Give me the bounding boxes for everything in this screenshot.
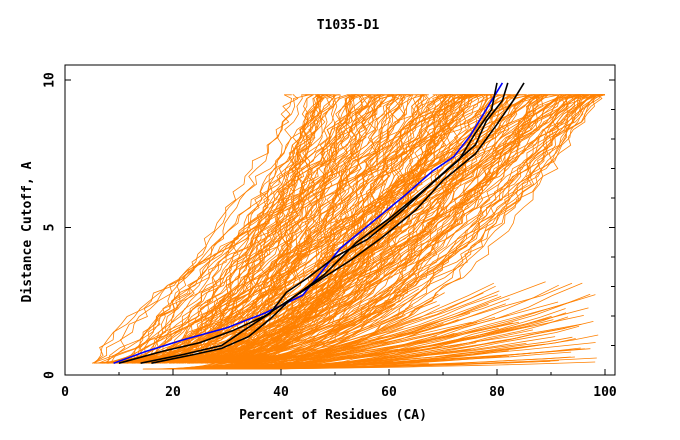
series-line-2 xyxy=(140,82,498,364)
model-curve xyxy=(130,94,489,364)
model-curve xyxy=(94,94,488,364)
model-curve xyxy=(145,94,541,364)
model-curve xyxy=(104,94,452,364)
y-tick-label: 5 xyxy=(43,224,58,232)
model-curve xyxy=(199,307,589,370)
model-curve xyxy=(129,94,581,364)
model-curve xyxy=(126,94,605,364)
model-curve xyxy=(107,94,597,364)
plot-frame xyxy=(64,64,616,376)
x-tick-label: 0 xyxy=(61,385,69,400)
model-curve xyxy=(98,94,547,364)
model-curve xyxy=(143,94,605,364)
model-curve xyxy=(194,94,591,364)
model-curve xyxy=(227,94,604,364)
model-curve xyxy=(107,94,363,364)
model-curve xyxy=(177,94,526,364)
model-curve xyxy=(107,94,586,364)
model-curve xyxy=(93,94,569,364)
model-curve xyxy=(138,94,314,364)
model-curve xyxy=(179,296,502,370)
model-curve xyxy=(153,94,352,364)
chart-title: T1035-D1 xyxy=(317,18,380,33)
model-curve xyxy=(92,94,390,364)
model-curve xyxy=(229,94,425,364)
model-curve xyxy=(181,94,322,364)
model-curve xyxy=(114,94,601,364)
model-curve xyxy=(151,94,519,364)
model-curve xyxy=(130,94,404,364)
model-curve xyxy=(142,321,472,370)
model-curve xyxy=(184,343,527,370)
model-curve xyxy=(157,94,581,364)
model-curve xyxy=(131,94,551,364)
model-curve xyxy=(131,94,386,364)
model-curve xyxy=(180,94,527,364)
y-axis-label: Distance Cutoff, A xyxy=(20,161,35,302)
x-axis: 0 20 40 60 80 100 xyxy=(61,369,617,400)
y-tick-label: 0 xyxy=(43,371,58,379)
model-curve xyxy=(151,94,394,364)
highlighted-model-curves xyxy=(113,82,525,364)
model-curve xyxy=(161,291,409,370)
model-curve xyxy=(248,325,580,370)
model-curve xyxy=(168,94,602,364)
y-axis: 0 5 10 xyxy=(43,72,615,379)
x-axis-label: Percent of Residues (CA) xyxy=(239,408,427,423)
model-curve xyxy=(132,94,299,364)
model-curve xyxy=(120,94,341,364)
x-tick-label: 20 xyxy=(165,385,181,400)
model-curve xyxy=(127,94,534,364)
model-curve xyxy=(164,290,500,370)
series-line-3 xyxy=(151,82,525,364)
model-curve xyxy=(178,94,604,364)
x-tick-label: 100 xyxy=(593,385,617,400)
model-curve xyxy=(182,94,464,364)
model-curve xyxy=(215,94,594,364)
series-line-0 xyxy=(113,82,504,364)
x-tick-label: 40 xyxy=(273,385,289,400)
model-curve xyxy=(146,94,597,364)
model-curve xyxy=(213,94,562,364)
model-curve xyxy=(133,94,380,364)
model-curve xyxy=(109,94,585,364)
x-tick-label: 80 xyxy=(489,385,505,400)
model-curve xyxy=(113,94,587,364)
model-curve xyxy=(243,94,420,364)
model-curve xyxy=(214,94,602,364)
model-curve xyxy=(183,94,600,364)
model-curve xyxy=(96,94,399,364)
model-curve xyxy=(164,94,542,364)
x-tick-label: 60 xyxy=(381,385,397,400)
model-curve xyxy=(180,94,601,364)
model-curve xyxy=(117,94,588,364)
background-model-curves xyxy=(91,94,606,370)
model-curve xyxy=(174,94,413,364)
model-curve xyxy=(149,94,411,364)
y-tick-label: 10 xyxy=(43,72,58,88)
model-curve xyxy=(139,94,511,364)
series-line-1 xyxy=(118,82,509,364)
model-curve xyxy=(155,94,493,364)
model-curve xyxy=(225,94,605,364)
model-curve xyxy=(115,94,572,364)
model-curve xyxy=(112,94,558,364)
model-curve xyxy=(140,94,334,364)
